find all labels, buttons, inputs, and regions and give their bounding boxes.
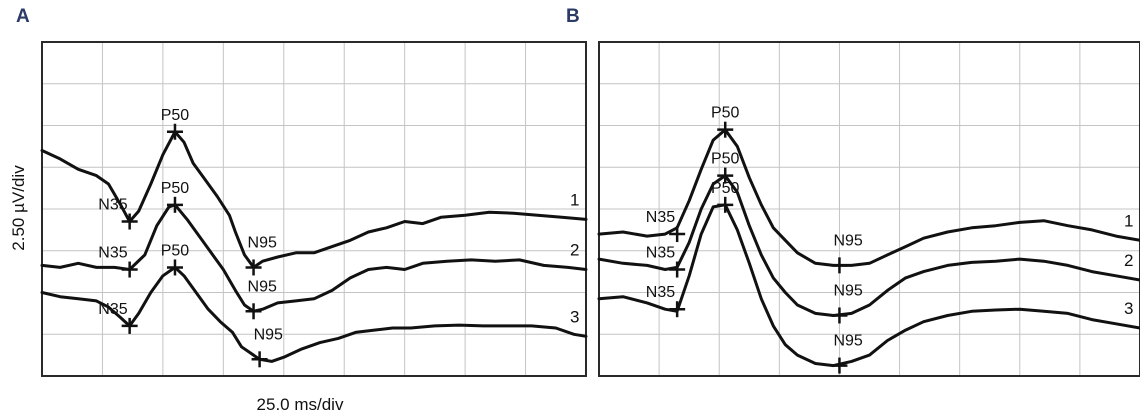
panel-b-trace-3 bbox=[597, 203, 1140, 368]
panel-a-trace-1 bbox=[40, 130, 588, 269]
panel-a-trace-3 bbox=[40, 265, 588, 363]
panel-a-trace-number: 2 bbox=[570, 241, 579, 260]
peak-label-n95: N95 bbox=[248, 234, 277, 251]
peak-label-p50: P50 bbox=[161, 107, 190, 124]
peak-marker-p50 bbox=[717, 167, 734, 184]
panel-b-trace-2 bbox=[597, 174, 1140, 317]
peak-label-n95: N95 bbox=[833, 232, 862, 249]
peak-label-n95: N95 bbox=[254, 326, 283, 343]
peak-label-n35: N35 bbox=[646, 284, 675, 301]
panel-a-frame bbox=[41, 41, 587, 377]
x-scale-label: 25.0 ms/div bbox=[257, 395, 344, 414]
peak-label-n35: N35 bbox=[98, 197, 127, 214]
peak-marker-p50 bbox=[717, 121, 734, 138]
peak-marker-n35 bbox=[669, 261, 686, 278]
peak-marker-n95 bbox=[251, 351, 268, 368]
peak-marker-p50 bbox=[166, 196, 183, 213]
peak-label-n35: N35 bbox=[646, 245, 675, 262]
peak-label-n95: N95 bbox=[833, 333, 862, 350]
panel-b-trace-number: 1 bbox=[1124, 211, 1133, 230]
peak-marker-n35 bbox=[669, 301, 686, 318]
peak-label-n95: N95 bbox=[248, 278, 277, 295]
panel-b-trace-number: 3 bbox=[1124, 299, 1133, 318]
panel-a-plot: 1 N35 P50 N95 2 N35 P50 N95 3 N35 P50 N95 bbox=[40, 41, 588, 377]
panel-b-trace-number: 2 bbox=[1124, 251, 1133, 270]
peak-marker-p50 bbox=[166, 259, 183, 276]
peak-marker-n95 bbox=[831, 357, 848, 374]
peak-marker-p50 bbox=[717, 196, 734, 213]
peak-marker-n95 bbox=[245, 259, 262, 276]
panel-a-trace-number: 1 bbox=[570, 190, 579, 209]
peak-label-n35: N35 bbox=[646, 209, 675, 226]
peak-label-n35: N35 bbox=[98, 301, 127, 318]
panel-b-frame bbox=[598, 41, 1140, 377]
peak-marker-n95 bbox=[831, 257, 848, 274]
peak-marker-n95 bbox=[245, 303, 262, 320]
peak-label-n35: N35 bbox=[98, 245, 127, 262]
y-scale-label: 2.50 µV/div bbox=[9, 165, 28, 251]
peak-label-p50: P50 bbox=[161, 242, 190, 259]
panel-b-plot: 1 N35 P50 N95 2 N35 P50 N95 3 N35 P50 N95 bbox=[597, 41, 1140, 377]
peak-marker-p50 bbox=[166, 123, 183, 140]
peak-marker-n35 bbox=[121, 317, 138, 334]
peak-marker-n35 bbox=[121, 261, 138, 278]
peak-marker-n35 bbox=[121, 213, 138, 230]
peak-marker-n35 bbox=[669, 226, 686, 243]
panel-a-trace-number: 3 bbox=[570, 307, 579, 326]
panel-a-letter: A bbox=[16, 6, 30, 27]
peak-label-p50: P50 bbox=[161, 180, 190, 197]
peak-marker-n95 bbox=[831, 307, 848, 324]
peak-label-p50: P50 bbox=[711, 180, 740, 197]
peak-label-p50: P50 bbox=[711, 151, 740, 168]
panel-b-trace-1 bbox=[597, 128, 1140, 267]
panel-b-letter: B bbox=[566, 6, 580, 27]
peak-label-p50: P50 bbox=[711, 105, 740, 122]
peak-label-n95: N95 bbox=[833, 282, 862, 299]
